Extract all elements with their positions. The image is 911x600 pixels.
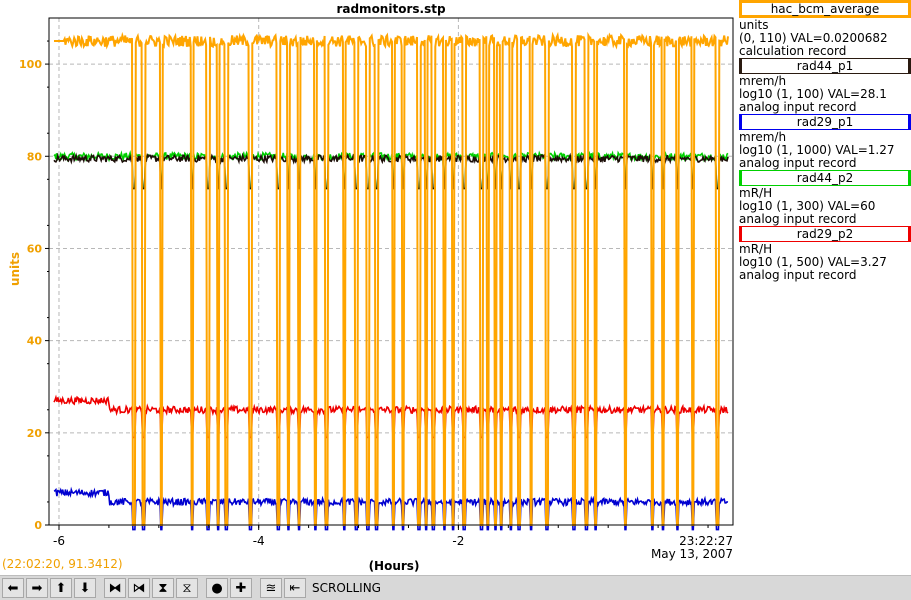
- end-date-label: May 13, 2007: [651, 547, 733, 561]
- series-line-rad29_p1: [53, 486, 729, 531]
- legend-entry-rad44_p1[interactable]: rad44_p1: [739, 58, 911, 74]
- x-tick-label: -4: [253, 534, 265, 548]
- legend-units: mrem/h: [739, 130, 787, 144]
- expand-y-button[interactable]: ⧖: [176, 578, 198, 598]
- expand-x-button[interactable]: ⧒: [128, 578, 150, 598]
- x-tick-label: -2: [452, 534, 464, 548]
- legend-entry-hac_bcm_average[interactable]: hac_bcm_average: [739, 0, 911, 18]
- legend-units: mR/H: [739, 186, 773, 200]
- toolbar: ⬅ ➡ ⬆ ⬇ ⧓ ⧒ ⧗ ⧖ ● ✚ ≊ ⇤ SCROLLING: [0, 575, 911, 600]
- x-axis-label: (Hours): [369, 559, 420, 573]
- legend-units: mrem/h: [739, 74, 787, 88]
- y-tick-label: 100: [19, 58, 42, 71]
- legend: hac_bcm_average units (0, 110) VAL=0.02006…: [739, 0, 911, 282]
- plot-border: [48, 17, 734, 526]
- compress-x-icon: ⧓: [108, 580, 122, 596]
- zoom-out-button[interactable]: ●: [206, 578, 228, 598]
- y-tick-label: 20: [27, 427, 43, 440]
- legend-units: units: [739, 18, 769, 32]
- legend-record: analog input record: [739, 212, 857, 226]
- scroll-left-button[interactable]: ⬅: [2, 578, 24, 598]
- series-line-rad44_p1: [53, 152, 729, 190]
- scroll-down-button[interactable]: ⬇: [74, 578, 96, 598]
- scroll-left-icon: ⬅: [7, 580, 19, 596]
- legend-range: log10 (1, 300) VAL=60: [739, 199, 876, 213]
- compress-y-icon: ⧗: [158, 580, 168, 596]
- legend-record: analog input record: [739, 268, 857, 282]
- legend-entry-rad29_p2[interactable]: rad29_p2: [739, 226, 911, 242]
- legend-entry-rad29_p1[interactable]: rad29_p1: [739, 114, 911, 130]
- scroll-right-icon: ➡: [31, 580, 43, 596]
- expand-x-icon: ⧒: [132, 580, 146, 596]
- legend-range: log10 (1, 100) VAL=28.1: [739, 87, 887, 101]
- series-line-hac_bcm_average: [54, 31, 729, 526]
- y-tick-label: 80: [27, 150, 43, 163]
- cursor-readout: (22:02:20, 91.3412): [2, 557, 123, 571]
- compress-y-button[interactable]: ⧗: [152, 578, 174, 598]
- mode-label: SCROLLING: [312, 581, 381, 595]
- zoom-in-icon: ✚: [235, 580, 247, 596]
- chart-title: radmonitors.stp: [336, 2, 445, 16]
- expand-y-icon: ⧖: [182, 580, 192, 596]
- axes: 0 20 40 60 80 100 -6 -4 -2: [19, 40, 709, 548]
- legend-record: analog input record: [739, 156, 857, 170]
- zoom-out-icon: ●: [211, 580, 223, 596]
- scroll-up-icon: ⬆: [55, 580, 67, 596]
- y-tick-label: 0: [34, 519, 42, 532]
- scroll-mode-button[interactable]: ⇤: [284, 578, 306, 598]
- series-layer: [53, 31, 729, 531]
- y-tick-label: 60: [27, 242, 43, 255]
- zoom-in-button[interactable]: ✚: [230, 578, 252, 598]
- grid-lines: [49, 18, 733, 525]
- legend-range: (0, 110) VAL=0.0200682: [739, 31, 888, 45]
- legend-range: log10 (1, 500) VAL=3.27: [739, 255, 887, 269]
- scroll-down-icon: ⬇: [79, 580, 91, 596]
- legend-record: calculation record: [739, 44, 847, 58]
- legend-record: analog input record: [739, 100, 857, 114]
- autoscale-button[interactable]: ≊: [260, 578, 282, 598]
- legend-entry-rad44_p2[interactable]: rad44_p2: [739, 170, 911, 186]
- compress-x-button[interactable]: ⧓: [104, 578, 126, 598]
- legend-units: mR/H: [739, 242, 773, 256]
- autoscale-icon: ≊: [265, 580, 277, 596]
- series-line-rad29_p2: [53, 394, 729, 439]
- legend-range: log10 (1, 1000) VAL=1.27: [739, 143, 895, 157]
- scroll-up-button[interactable]: ⬆: [50, 578, 72, 598]
- x-tick-label: -6: [53, 534, 65, 548]
- plot-frame: [48, 17, 734, 526]
- scroll-mode-icon: ⇤: [289, 580, 301, 596]
- y-tick-label: 40: [27, 335, 43, 348]
- chart-plot[interactable]: 0 20 40 60 80 100 -6 -4 -2 radmonitors.stp (Hour…: [0, 0, 739, 575]
- end-time-label: 23:22:27: [679, 534, 733, 548]
- y-axis-label: units: [8, 251, 23, 287]
- scroll-right-button[interactable]: ➡: [26, 578, 48, 598]
